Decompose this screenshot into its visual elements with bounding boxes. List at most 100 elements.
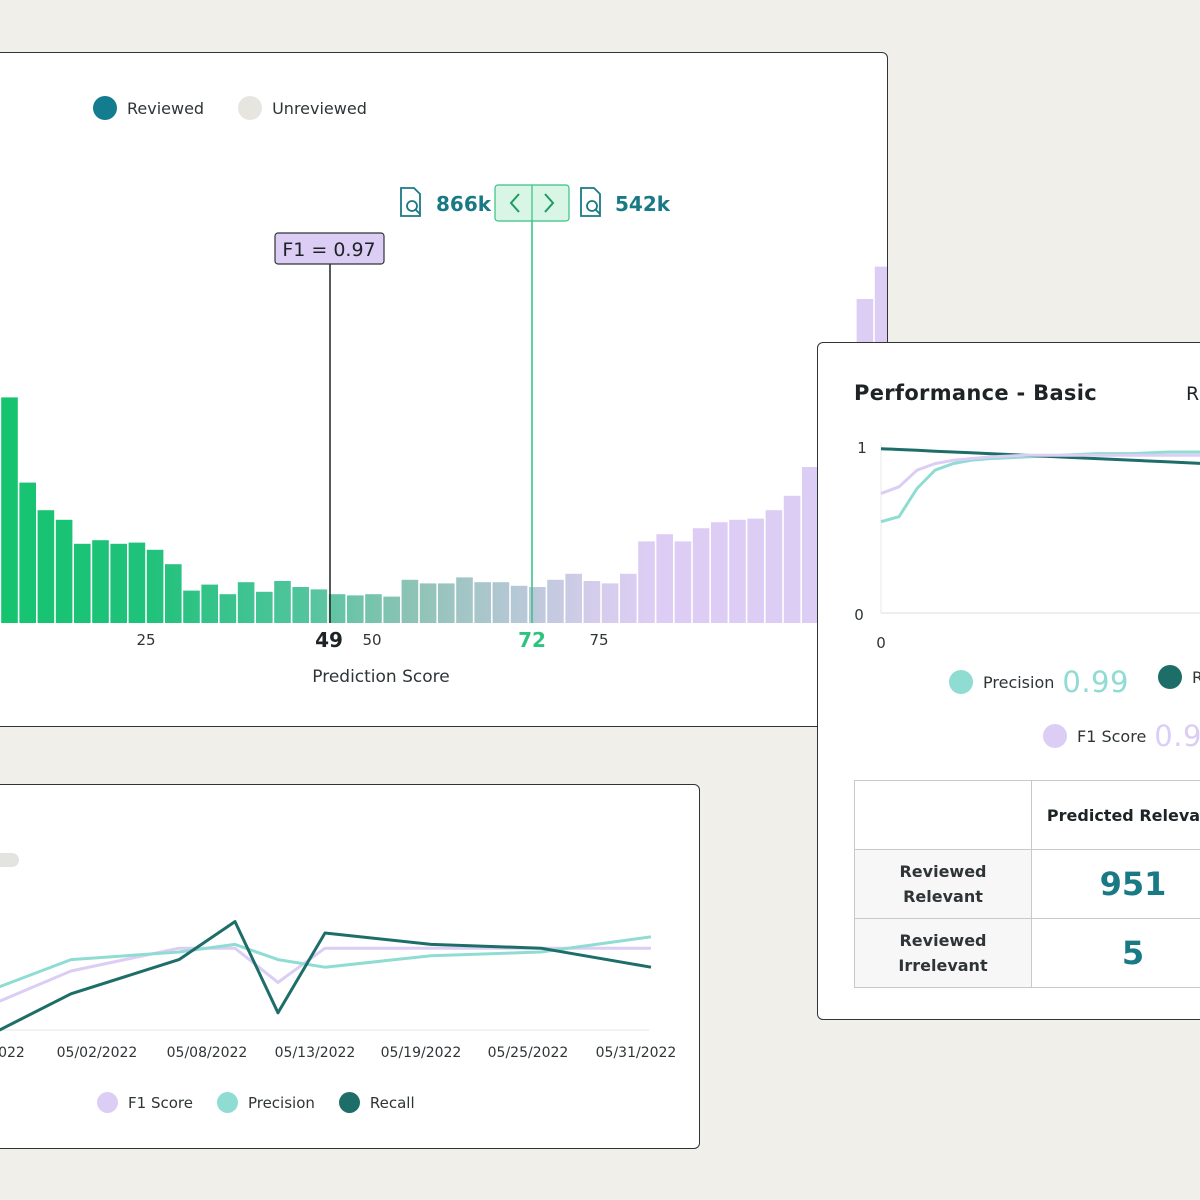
row-label-line: Reviewed — [899, 931, 987, 950]
confusion-matrix-corner — [854, 780, 1032, 850]
histogram-bar — [456, 577, 473, 623]
recall-curve — [880, 447, 1200, 465]
trend-legend: F1 Score Precision Recall — [97, 1092, 449, 1113]
histogram-bar — [492, 582, 510, 623]
histogram-bar — [747, 518, 764, 623]
histogram-bar — [310, 589, 328, 623]
precision-metric: Precision 0.99 — [949, 665, 1129, 699]
histogram-bar — [55, 519, 73, 623]
histogram-svg: F1 = 0.97 866k 542k 25 49 — [1, 184, 887, 687]
performance-basic-card: Performance - Basic R 1 0 0 Precision 0.… — [817, 342, 1200, 1020]
document-search-icon — [400, 187, 421, 217]
histogram-bar — [419, 583, 437, 623]
histogram-legend: Reviewed Unreviewed — [93, 96, 401, 120]
chevron-right-icon[interactable] — [544, 193, 555, 213]
trend-x-tick: 2022 — [0, 1045, 25, 1061]
histogram-bar — [583, 581, 601, 623]
perf-y-tick-1: 1 — [857, 439, 867, 457]
document-search-icon — [580, 187, 601, 217]
performance-header-cut-label: R — [1186, 383, 1200, 405]
histogram-bar — [601, 583, 619, 623]
recall-metric: R — [1158, 665, 1200, 689]
histogram-bar — [19, 482, 36, 623]
metrics-over-time-card: 2022 05/02/2022 05/08/2022 05/13/2022 05… — [0, 784, 700, 1149]
trend-x-tick: 05/13/2022 — [275, 1045, 356, 1061]
histogram-bar — [347, 595, 364, 623]
f1-metric: F1 Score 0.95 — [1043, 719, 1200, 753]
performance-svg: 1 0 0 — [854, 439, 1200, 652]
f1-metric-label: F1 Score — [1077, 726, 1147, 746]
histogram-bar — [802, 467, 819, 623]
histogram-bar — [201, 584, 218, 623]
precision-metric-label: Precision — [983, 672, 1055, 692]
f1-legend-label: F1 Score — [128, 1093, 193, 1112]
histogram-bar — [783, 495, 801, 623]
unreviewed-legend-dot — [238, 96, 263, 120]
f1-metric-dot — [1043, 724, 1067, 748]
histogram-bar — [438, 583, 455, 623]
histogram-bar — [474, 582, 491, 623]
histogram-bar — [183, 590, 200, 623]
precision-trend-line — [0, 935, 652, 989]
histogram-bar — [37, 510, 55, 623]
trend-x-tick: 05/02/2022 — [57, 1045, 138, 1061]
table-row: Reviewed Relevant 951 — [854, 849, 1200, 919]
trend-x-tick: 05/25/2022 — [488, 1045, 569, 1061]
trend-x-tick: 05/19/2022 — [381, 1045, 462, 1061]
histogram-bar — [92, 540, 109, 623]
histogram-bar — [165, 564, 182, 623]
reviewed-legend-dot — [93, 96, 117, 120]
toggle-pill[interactable] — [0, 853, 19, 867]
x-tick-50: 50 — [362, 631, 381, 649]
precision-curve — [880, 450, 1200, 524]
histogram-bar — [383, 596, 400, 623]
perf-y-tick-0: 0 — [854, 606, 864, 624]
reviewed-legend-label: Reviewed — [127, 98, 205, 118]
histogram-bar — [1, 397, 18, 623]
histogram-bar — [510, 585, 528, 623]
histogram-bar — [365, 594, 382, 623]
histogram-bar — [401, 579, 419, 623]
row-label-line: Irrelevant — [898, 956, 988, 975]
cutoff-value: 72 — [518, 628, 546, 652]
right-count-label: 542k — [615, 192, 671, 216]
x-tick-75: 75 — [589, 631, 608, 649]
histogram-bar — [292, 587, 309, 623]
histogram-bar — [110, 543, 127, 623]
histogram-bar — [146, 549, 164, 623]
chevron-left-icon[interactable] — [509, 193, 520, 213]
reviewed-irrelevant-count: 5 — [1031, 918, 1200, 988]
histogram-bar — [674, 541, 692, 623]
recall-legend-label: Recall — [369, 1093, 415, 1112]
trend-svg: 2022 05/02/2022 05/08/2022 05/13/2022 05… — [0, 853, 676, 1061]
left-count-label: 866k — [436, 192, 492, 216]
f1-score-curve — [880, 453, 1200, 495]
row-label-line: Relevant — [903, 887, 983, 906]
row-label-line: Reviewed — [899, 862, 987, 881]
f1-legend-dot — [97, 1092, 118, 1113]
f1-threshold-value: 49 — [315, 628, 343, 652]
histogram-bar — [656, 534, 673, 623]
histogram-bar — [765, 510, 783, 623]
prediction-score-histogram-card: Reviewed Unreviewed F1 = 0.97 — [0, 52, 888, 727]
recall-trend-line — [0, 920, 652, 1032]
confusion-matrix-header-row: Predicted Relevant — [854, 780, 1200, 850]
histogram-bar — [256, 591, 273, 623]
precision-legend-label: Precision — [247, 1093, 315, 1112]
trend-x-tick: 05/08/2022 — [167, 1045, 248, 1061]
reviewed-relevant-count: 951 — [1031, 849, 1200, 919]
histogram-bar — [547, 579, 564, 623]
histogram-bar — [620, 573, 637, 623]
f1-metric-value: 0.95 — [1154, 719, 1200, 753]
performance-title: Performance - Basic — [854, 381, 1097, 405]
predicted-relevant-header: Predicted Relevant — [1031, 780, 1200, 850]
precision-legend-dot — [216, 1092, 238, 1113]
recall-legend-dot — [338, 1092, 360, 1113]
confusion-matrix: Predicted Relevant Reviewed Relevant 951… — [854, 780, 1200, 988]
f1-score-badge — [274, 232, 385, 265]
histogram-bar — [529, 587, 546, 623]
histogram-bar — [274, 581, 291, 623]
cutoff-stepper[interactable] — [494, 184, 570, 222]
histogram-bar — [237, 582, 255, 623]
x-tick-25: 25 — [136, 631, 155, 649]
